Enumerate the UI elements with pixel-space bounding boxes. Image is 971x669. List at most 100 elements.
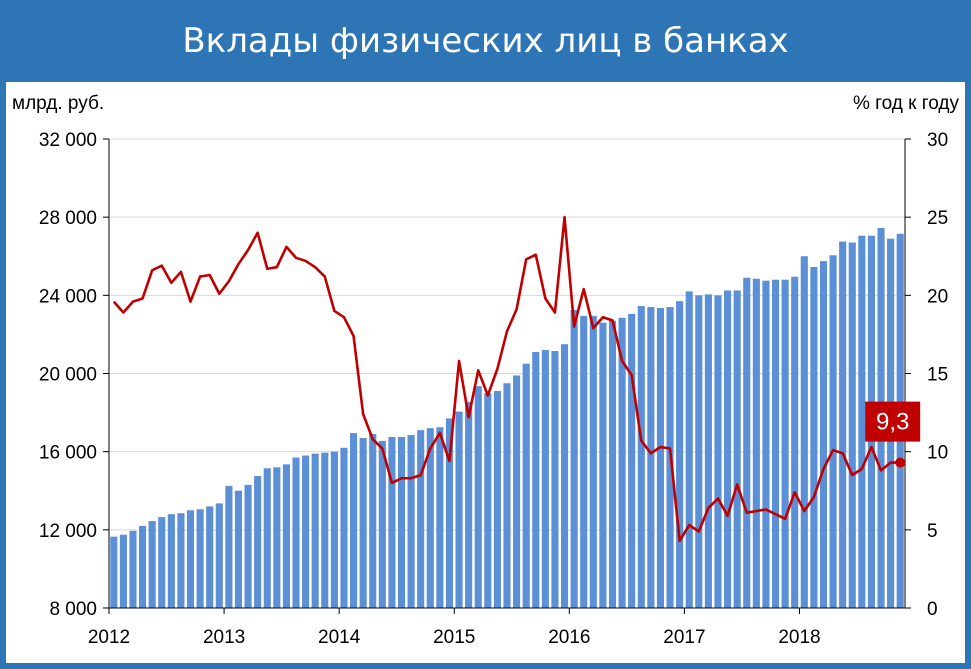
bar — [695, 295, 703, 608]
bar — [771, 279, 780, 608]
bar — [139, 525, 147, 608]
right-tick-label: 5 — [927, 521, 938, 542]
bar — [656, 308, 664, 608]
bar — [110, 536, 118, 608]
left-axis-unit: млрд. руб. — [12, 93, 104, 114]
bar — [177, 513, 185, 608]
bar — [407, 435, 415, 608]
bar — [350, 433, 358, 608]
bar — [676, 301, 684, 608]
bar — [359, 437, 367, 608]
bar — [532, 352, 540, 608]
bar — [522, 363, 530, 608]
bar — [206, 506, 214, 608]
bar — [119, 534, 127, 608]
bar — [839, 241, 847, 608]
bar — [196, 509, 204, 608]
bar — [493, 391, 501, 608]
x-tick-label: 2015 — [433, 627, 475, 648]
bar — [733, 290, 741, 608]
x-tick-label: 2013 — [203, 627, 245, 648]
bar — [302, 455, 310, 608]
bar — [292, 457, 300, 608]
bar — [215, 503, 223, 608]
bar — [608, 320, 617, 608]
x-tick-label: 2016 — [548, 627, 590, 648]
bar — [513, 375, 521, 608]
bar — [129, 530, 137, 608]
bar — [436, 427, 444, 608]
bar — [330, 451, 338, 608]
bar — [311, 453, 319, 608]
right-axis-unit: % год к году — [853, 93, 960, 114]
bar — [560, 344, 569, 608]
bar — [541, 350, 549, 608]
bar — [397, 437, 406, 608]
bar — [810, 267, 818, 608]
bar — [426, 428, 434, 608]
bar — [752, 278, 760, 608]
x-tick-label: 2018 — [778, 627, 820, 648]
bar — [714, 295, 722, 608]
left-tick-label: 20 000 — [39, 365, 97, 386]
bar — [647, 307, 655, 608]
bar — [724, 290, 732, 608]
bar — [618, 317, 626, 608]
bar — [599, 322, 607, 608]
bar — [186, 510, 195, 608]
right-tick-label: 20 — [927, 286, 948, 307]
right-tick-label: 10 — [927, 443, 948, 464]
x-tick-label: 2014 — [318, 627, 361, 648]
right-tick-label: 0 — [927, 599, 938, 620]
bar — [848, 242, 856, 608]
left-tick-label: 24 000 — [39, 286, 97, 307]
bar — [273, 467, 281, 608]
bar — [589, 315, 597, 608]
bar — [263, 468, 271, 608]
bar — [474, 386, 482, 608]
callout-label: 9,3 — [876, 409, 909, 436]
bar — [158, 517, 166, 608]
bar — [167, 514, 175, 608]
axes — [103, 138, 911, 614]
bar — [858, 235, 866, 609]
right-tick-label: 15 — [927, 365, 948, 386]
bar — [762, 280, 770, 608]
left-tick-label: 32 000 — [39, 130, 97, 151]
bar-series — [110, 227, 904, 609]
x-tick-label: 2017 — [663, 627, 705, 648]
bar — [445, 418, 454, 608]
tick-labels: 8 000 12 000 16 000 20 000 24 000 28 000 32 00… — [39, 130, 948, 648]
right-tick-label: 30 — [927, 130, 948, 151]
left-tick-label: 28 000 — [39, 208, 97, 229]
plot-panel: 9,3 8 000 12 000 16 000 20 000 24 000 28 000 3… — [6, 82, 965, 663]
bar — [781, 279, 789, 608]
bar — [455, 411, 463, 608]
chart-svg: 9,3 8 000 12 000 16 000 20 000 24 000 28 000 3… — [12, 93, 960, 648]
callout-box — [865, 401, 921, 442]
bar — [800, 256, 808, 608]
bar — [704, 294, 712, 608]
bar — [340, 447, 348, 608]
bar — [791, 276, 799, 608]
chart-title: Вклады физических лиц в банках — [182, 21, 789, 61]
bar — [321, 452, 329, 608]
bar — [254, 476, 262, 608]
bar — [628, 313, 636, 608]
yoy-line — [112, 215, 901, 543]
last-point-marker — [895, 457, 906, 468]
line-series: 9,3 — [112, 215, 921, 543]
bar — [388, 437, 396, 608]
bar — [417, 430, 425, 608]
bar — [637, 306, 645, 608]
bar — [829, 255, 837, 608]
bar — [580, 315, 588, 608]
right-tick-label: 25 — [927, 208, 948, 229]
bar — [378, 440, 386, 608]
bar — [225, 485, 233, 608]
bar — [551, 351, 559, 608]
bar — [743, 277, 751, 608]
left-tick-label: 16 000 — [39, 443, 97, 464]
bar — [234, 490, 243, 608]
